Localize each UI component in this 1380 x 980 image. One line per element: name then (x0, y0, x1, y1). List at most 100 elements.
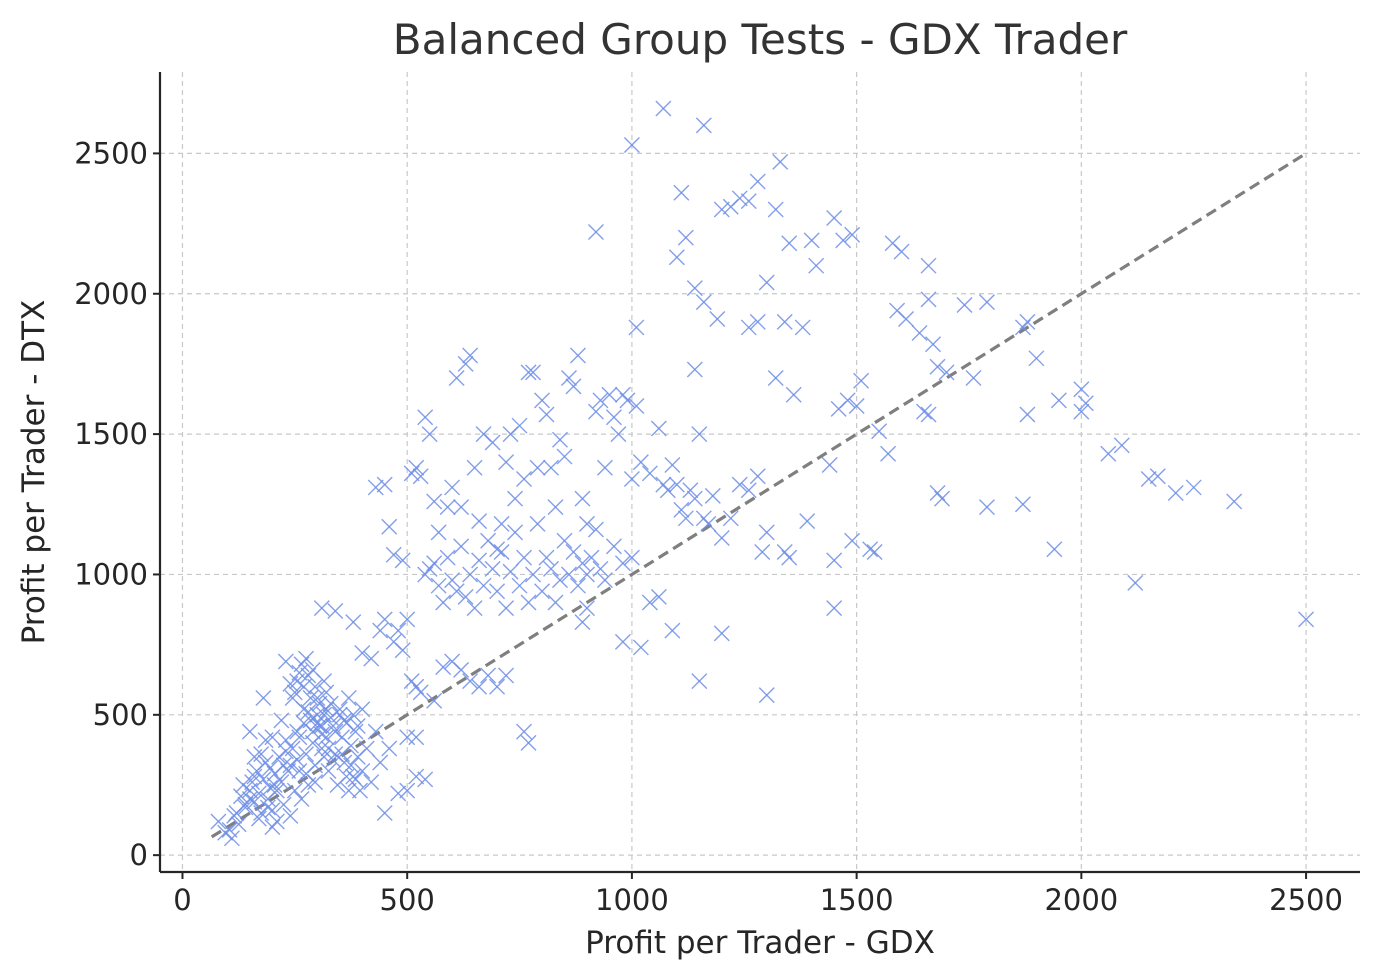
data-point (498, 454, 515, 471)
data-point (316, 673, 333, 690)
data-point (700, 515, 717, 532)
data-point (826, 209, 843, 226)
data-point (749, 468, 766, 485)
data-point (826, 600, 843, 617)
data-point (381, 740, 398, 757)
data-point (232, 788, 249, 805)
data-point (826, 552, 843, 569)
data-point (282, 675, 299, 692)
data-point (493, 544, 510, 560)
data-point (668, 249, 685, 266)
data-point (934, 490, 951, 507)
data-point (614, 633, 631, 650)
data-point (525, 364, 542, 381)
data-point (686, 361, 703, 378)
axes (158, 72, 1360, 874)
data-point (516, 723, 533, 740)
data-point (343, 757, 360, 774)
data-point (1019, 406, 1036, 423)
data-point (641, 594, 658, 611)
y-tick-label: 2500 (74, 136, 148, 170)
data-point (327, 723, 344, 740)
data-point (525, 566, 542, 583)
data-point (871, 423, 888, 440)
data-point (457, 355, 474, 372)
data-point (264, 819, 281, 836)
data-point (1113, 437, 1130, 454)
data-point (623, 549, 640, 566)
data-point (217, 824, 234, 841)
data-point (475, 577, 492, 594)
data-point (293, 791, 310, 808)
data-point (489, 678, 506, 695)
data-point (569, 577, 586, 594)
data-point (848, 398, 865, 415)
grid-lines (160, 72, 1360, 872)
data-point (311, 695, 328, 712)
data-point (277, 653, 294, 670)
data-point (713, 201, 730, 218)
data-point (925, 336, 942, 353)
data-point (255, 771, 272, 788)
data-point (543, 459, 560, 476)
data-point (363, 650, 380, 667)
data-point (596, 572, 613, 589)
data-point (426, 493, 443, 510)
data-point (767, 201, 784, 218)
data-point (226, 807, 243, 824)
chart-title: Balanced Group Tests - GDX Trader (393, 15, 1128, 64)
data-point (235, 776, 252, 793)
data-point (412, 684, 429, 701)
data-point (538, 406, 555, 423)
data-point (538, 549, 555, 566)
data-point (839, 392, 856, 409)
data-point (345, 706, 362, 723)
data-point (560, 566, 577, 583)
data-point (673, 184, 690, 201)
data-point (1014, 496, 1031, 513)
data-point (767, 369, 784, 386)
data-point (1028, 350, 1045, 367)
data-point (489, 541, 506, 558)
data-point (1185, 479, 1202, 496)
data-point (426, 692, 443, 709)
data-point (916, 403, 933, 420)
reference-line (210, 152, 1307, 839)
data-point (1298, 611, 1315, 628)
data-point (749, 313, 766, 330)
data-point (302, 689, 319, 706)
y-tick-label: 1000 (74, 557, 148, 591)
data-point (484, 560, 501, 577)
data-point (601, 386, 618, 403)
data-point (758, 274, 775, 291)
data-point (313, 600, 330, 617)
data-point (740, 193, 757, 210)
data-point (547, 594, 564, 611)
data-point (417, 771, 434, 788)
data-point (1127, 574, 1144, 591)
data-point (691, 426, 708, 443)
data-point (394, 552, 411, 569)
data-point (628, 398, 645, 415)
x-axis-label: Profit per Trader - GDX (585, 925, 935, 961)
data-point (340, 689, 357, 706)
data-point (835, 232, 852, 249)
data-point (587, 403, 604, 420)
data-point (520, 594, 537, 611)
data-point (574, 614, 591, 631)
data-point (316, 748, 333, 765)
data-point (484, 434, 501, 451)
data-point (462, 347, 479, 364)
data-point (421, 426, 438, 443)
data-point (534, 392, 551, 409)
data-point (435, 594, 452, 611)
data-point (318, 729, 335, 746)
data-point (307, 774, 324, 791)
data-point (520, 364, 537, 381)
data-point (565, 378, 582, 395)
data-point (277, 732, 294, 749)
data-point (394, 642, 411, 659)
data-point (803, 232, 820, 249)
data-point (605, 409, 622, 426)
